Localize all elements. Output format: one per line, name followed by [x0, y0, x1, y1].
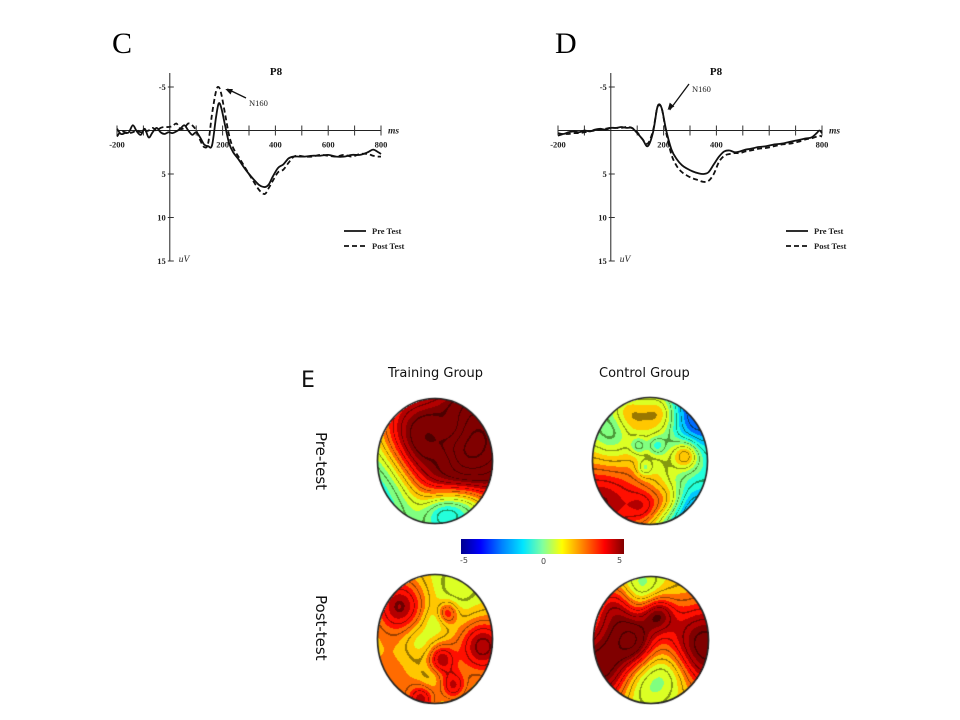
x-tick-label: 200: [216, 140, 229, 150]
y-tick-label: 10: [598, 213, 607, 223]
topomap-training-post: [376, 573, 494, 705]
panel-letter-e: E: [301, 368, 315, 393]
colorbar-tick-max: 5: [617, 556, 623, 565]
colorbar-tick-zero: 0: [541, 557, 547, 566]
series-post-test-line: [116, 85, 382, 195]
x-tick-label: 400: [710, 140, 723, 150]
series-post-test-line: [557, 104, 823, 183]
annotation-label: N160: [692, 84, 711, 94]
x-axis-label: ms: [829, 127, 840, 137]
x-axis-label: ms: [388, 127, 399, 137]
y-tick-label: 15: [598, 256, 607, 266]
panel-letter-c: C: [112, 27, 133, 60]
erp-chart-d: -200 200 400 800 -5 5 10 15 P8 ms uV N160 Pre Test Po…: [550, 66, 847, 266]
y-tick-label: -5: [159, 82, 166, 92]
row-label-post-test: Post-test: [312, 595, 330, 661]
topomap-control-pre: [591, 396, 709, 526]
x-tick-label: -200: [550, 140, 566, 150]
erp-chart-c: -200 200 400 600 800 -5 5 10 15 P8 ms uV N160 Pre Tes…: [109, 66, 405, 266]
annotation-arrowhead: [225, 89, 233, 95]
x-tick-label: 200: [657, 140, 670, 150]
x-tick-label: 400: [269, 140, 282, 150]
y-tick-label: -5: [600, 82, 607, 92]
x-tick-label: 800: [816, 140, 829, 150]
y-axis-label: uV: [179, 255, 191, 265]
column-title-training: Training Group: [388, 366, 484, 381]
legend-label-post: Post Test: [814, 241, 847, 251]
chart-title: P8: [270, 66, 283, 78]
column-title-control: Control Group: [599, 366, 690, 381]
y-tick-label: 5: [603, 169, 607, 179]
legend-label-pre: Pre Test: [814, 226, 844, 236]
colorbar: [461, 539, 624, 554]
y-axis-label: uV: [620, 255, 632, 265]
series-pre-test-line: [557, 103, 823, 175]
x-tick-label: -200: [109, 140, 125, 150]
legend-label-pre: Pre Test: [372, 226, 402, 236]
annotation-label: N160: [249, 98, 268, 108]
annotation-arrowhead: [667, 102, 675, 110]
y-tick-label: 5: [162, 169, 166, 179]
chart-title: P8: [710, 66, 723, 78]
panel-letter-d: D: [555, 27, 577, 60]
x-tick-label: 600: [322, 140, 335, 150]
row-label-pre-test: Pre-test: [312, 432, 330, 491]
legend-label-post: Post Test: [372, 241, 405, 251]
y-tick-label: 10: [157, 213, 166, 223]
y-tick-label: 15: [157, 256, 166, 266]
topomap-control-post: [592, 575, 710, 705]
topomap-training-pre: [376, 397, 494, 525]
x-tick-label: 800: [375, 140, 388, 150]
colorbar-tick-min: -5: [460, 556, 468, 565]
